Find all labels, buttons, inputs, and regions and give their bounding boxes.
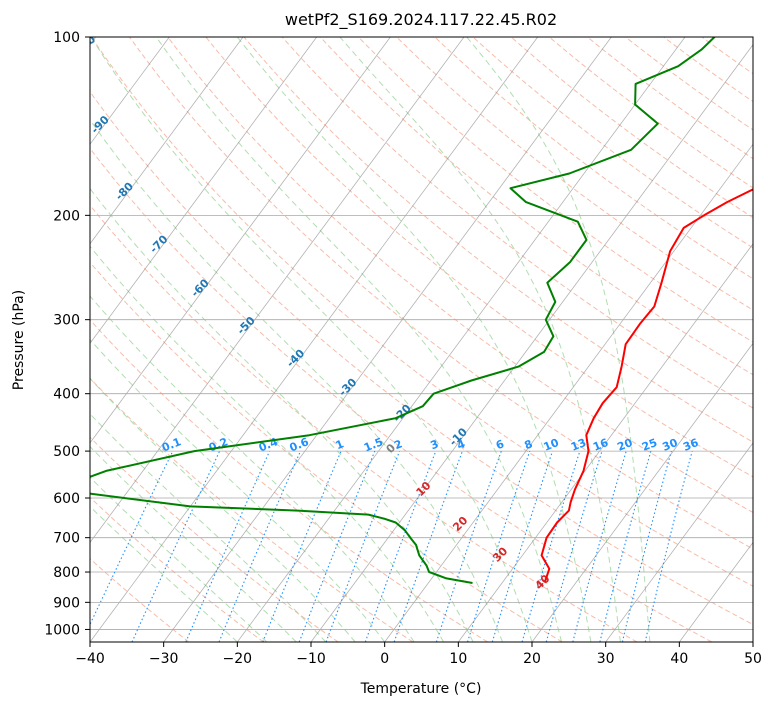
- mixing-ratio-label: 2: [392, 437, 404, 452]
- mixing-ratio-label: 8: [523, 437, 535, 452]
- x-tick-label: −40: [75, 651, 105, 667]
- isotherm-line: [605, 442, 753, 642]
- dry-adiabat-line: [434, 37, 753, 280]
- x-tick-label: 50: [744, 651, 762, 667]
- y-tick-label: 800: [53, 565, 80, 581]
- x-axis-title: Temperature (°C): [360, 681, 482, 697]
- moist-adiabat-line: [90, 118, 503, 642]
- isotherm-line: [531, 342, 753, 642]
- dry-adiabat-line: [396, 37, 753, 311]
- mixing-ratio-lines: [90, 450, 693, 642]
- isotherm-line: [384, 143, 753, 642]
- dry-adiabat-line: [90, 90, 753, 626]
- mixing-ratio-label: 10: [542, 436, 561, 454]
- moist-adiabat-line: [90, 413, 327, 642]
- mixing-ratio-line: [491, 450, 554, 642]
- dry-adiabat-line: [548, 37, 753, 189]
- dry-adiabat-line: [358, 37, 753, 343]
- moist-adiabat-line: [466, 37, 651, 642]
- mixing-ratio-label: 3: [429, 437, 441, 452]
- x-tick-label: 0: [380, 651, 389, 667]
- mixing-ratio-label: 36: [681, 436, 700, 454]
- moist-adiabat-line: [90, 295, 415, 642]
- mixing-ratio-line: [521, 450, 581, 642]
- y-tick-label: 100: [53, 30, 80, 46]
- dewpoint-profile-line: [90, 37, 716, 584]
- mixing-ratio-line: [466, 450, 531, 642]
- dry-adiabat-line: [90, 147, 712, 642]
- mixing-ratio-line: [435, 450, 502, 642]
- moist-adiabat-line: [155, 37, 562, 642]
- mixing-ratio-line: [364, 450, 437, 642]
- x-tick-label: −10: [296, 651, 326, 667]
- dry-adiabat-line: [167, 37, 753, 514]
- temperature-profile-line: [540, 188, 753, 582]
- profile-series: [90, 37, 753, 584]
- mixing-ratio-label: 1: [334, 437, 346, 452]
- isotherm-line: [752, 641, 753, 642]
- x-tick-label: −20: [223, 651, 253, 667]
- x-tick-label: 20: [523, 651, 541, 667]
- y-tick-label: 700: [53, 531, 80, 547]
- y-tick-label: 500: [53, 444, 80, 460]
- y-axis-title: Pressure (hPa): [11, 290, 27, 390]
- moist-adiabat-line: [90, 187, 474, 642]
- y-tick-label: 600: [53, 491, 80, 507]
- isotherm-line: [310, 44, 753, 642]
- x-tick-label: 30: [597, 651, 615, 667]
- chart-title: wetPf2_S169.2024.117.22.45.R02: [285, 10, 557, 30]
- mixing-ratio-label: 16: [591, 436, 610, 454]
- mixing-ratio-label: 25: [640, 436, 659, 454]
- mixing-ratio-line: [644, 450, 693, 642]
- dry-adiabat-line: [243, 37, 753, 443]
- dry-adiabat-line: [90, 496, 264, 642]
- mixing-ratio-line: [218, 450, 302, 642]
- isotherm-line: [90, 37, 318, 345]
- mixing-ratio-line: [90, 450, 174, 626]
- dry-adiabat-line: [129, 37, 753, 550]
- isotherm-line: [163, 37, 612, 642]
- mixing-ratio-label: 13: [569, 436, 588, 454]
- dry-adiabat-line: [319, 37, 753, 376]
- dry-adiabat-line: [90, 204, 638, 642]
- mixing-ratio-label: 20: [615, 436, 634, 454]
- isotherm-line: [458, 243, 753, 642]
- dry-adiabat-line: [472, 37, 753, 249]
- mixing-ratio-label: 30: [661, 436, 680, 454]
- mixing-ratio-line: [621, 450, 672, 642]
- moist-adiabat-line: [90, 476, 268, 642]
- isotherm-line: [90, 37, 170, 145]
- isotherm-line: [90, 37, 465, 544]
- moist-adiabat-line: [90, 37, 533, 642]
- mixing-ratio-line: [131, 450, 221, 642]
- mixing-ratio-line: [545, 450, 603, 642]
- y-tick-label: 200: [53, 208, 80, 224]
- isotherm-line: [90, 37, 539, 642]
- axes: −40 −30 −20 −10 0 10 20 30 40 50 100 200 300 400 500 60…: [44, 30, 762, 667]
- moist-adiabat-line: [90, 505, 238, 642]
- x-tick-label: 40: [670, 651, 688, 667]
- background-lines: [90, 37, 753, 642]
- moist-adiabat-line: [90, 338, 386, 642]
- y-tick-label: 300: [53, 313, 80, 329]
- isotherm-line: [90, 37, 391, 444]
- x-tick-label: −30: [149, 651, 179, 667]
- mixing-ratio-line: [599, 450, 652, 642]
- isotherm-line: [237, 37, 686, 642]
- moist-adiabat-line: [339, 37, 621, 642]
- dry-adiabat-line: [90, 261, 563, 642]
- moist-adiabat-line: [236, 37, 592, 642]
- x-tick-label: 10: [449, 651, 467, 667]
- plot-frame: [89, 36, 754, 643]
- mixing-ratio-line: [393, 450, 463, 642]
- moist-adiabat-line: [90, 445, 297, 642]
- dry-adiabat-line: [281, 37, 753, 409]
- y-tick-label: 400: [53, 387, 80, 403]
- mixing-ratio-line: [572, 450, 627, 642]
- isotherm-line: [90, 37, 244, 245]
- y-tick-label: 1000: [44, 622, 80, 638]
- y-tick-label: 900: [53, 595, 80, 611]
